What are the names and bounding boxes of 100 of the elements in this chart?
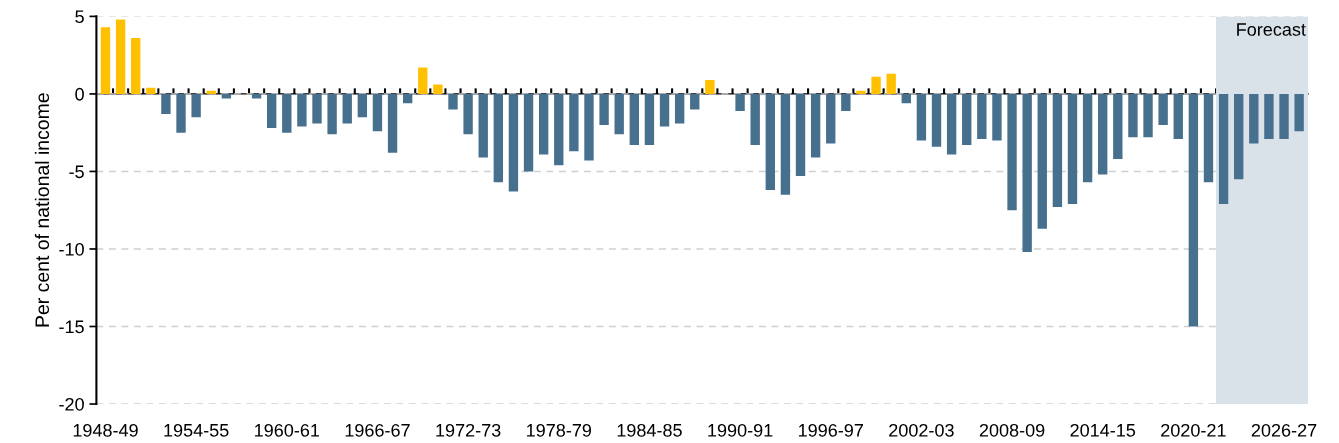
bar [795,93,806,177]
bar [856,90,866,94]
bar [841,93,851,111]
y-tick-label: -20 [59,397,84,411]
y-axis-title: Per cent of national income [34,93,50,327]
y-tick-label: -10 [59,242,84,256]
bar [599,93,609,125]
bar [1067,93,1078,204]
bar [146,87,156,94]
x-tick-label: 1972-73 [436,423,501,437]
bar [901,93,911,104]
bar [523,93,534,172]
bar [1173,93,1183,139]
bar [871,76,881,94]
bar [191,93,201,118]
bar [402,93,413,104]
bar [614,93,624,135]
bar [629,93,639,146]
bar [659,93,670,127]
bar [569,93,579,152]
bar [297,93,307,127]
bar [463,93,473,135]
bar [1022,93,1032,253]
bar [221,93,232,99]
bar [206,90,216,94]
x-tick-label: 1960-61 [255,423,320,437]
bar [357,93,368,118]
bar [478,93,488,158]
bar [826,93,836,144]
bar [765,93,775,191]
bar [1158,93,1168,125]
bar [387,93,398,153]
bar [538,93,549,155]
bar [327,93,337,135]
bar [1037,93,1047,229]
bar [131,38,141,94]
bar [493,93,504,183]
bar [418,67,428,94]
bar [1188,93,1199,327]
bar [674,93,685,124]
bar [992,93,1002,141]
x-tick-label: 1990-91 [708,423,773,437]
bar [176,93,186,133]
bar [750,93,760,146]
bar [372,93,383,132]
x-tick-label: 1954-55 [164,423,229,437]
bar [1052,93,1063,208]
bar [1007,93,1017,211]
x-tick-label: 1978-79 [527,423,592,437]
bar [705,79,715,94]
bar [554,93,564,166]
bar [735,93,745,111]
bar [1234,93,1244,180]
bar [342,93,352,124]
bar [644,93,655,146]
bar [946,93,957,155]
bar [267,93,277,129]
bar [433,84,443,94]
bar [161,93,171,115]
x-tick-label: 1984-85 [617,423,682,437]
bar [1264,93,1274,139]
y-tick-label: 0 [75,87,84,101]
bar [508,93,519,192]
bar [1249,93,1259,144]
x-tick-label: 2014-15 [1070,423,1136,437]
bar [886,73,896,94]
bar [312,93,322,124]
x-tick-label: 1948-49 [73,423,138,437]
bar [1082,93,1093,183]
bar [810,93,821,158]
x-tick-label: 2020-21 [1161,423,1226,437]
bar [1098,93,1108,175]
bar [780,93,791,195]
y-tick-label: -5 [69,165,84,179]
bar [962,93,972,146]
bar [1294,93,1304,132]
bar [115,19,126,94]
x-tick-label: 2002-03 [889,423,954,437]
bar [931,93,942,147]
annotation: Forecast [1237,23,1306,36]
y-tick-label: 5 [75,10,84,24]
bar [1203,93,1214,183]
bar [282,93,292,133]
bar [584,93,594,161]
bar [100,27,111,94]
bar [1143,93,1153,138]
bar [1128,93,1138,138]
bar [916,93,927,141]
bar [1279,93,1289,139]
bar [690,93,700,110]
x-tick-label: 1966-67 [345,423,410,437]
bar [1218,93,1229,204]
bar [977,93,987,139]
bar [251,93,262,99]
x-tick-label: 2008-09 [979,423,1045,437]
y-tick-label: -15 [59,320,84,334]
bar [448,93,458,110]
x-tick-label: 1996-97 [798,423,863,437]
x-tick-label: 2026-27 [1251,423,1317,437]
bar [1113,93,1123,160]
